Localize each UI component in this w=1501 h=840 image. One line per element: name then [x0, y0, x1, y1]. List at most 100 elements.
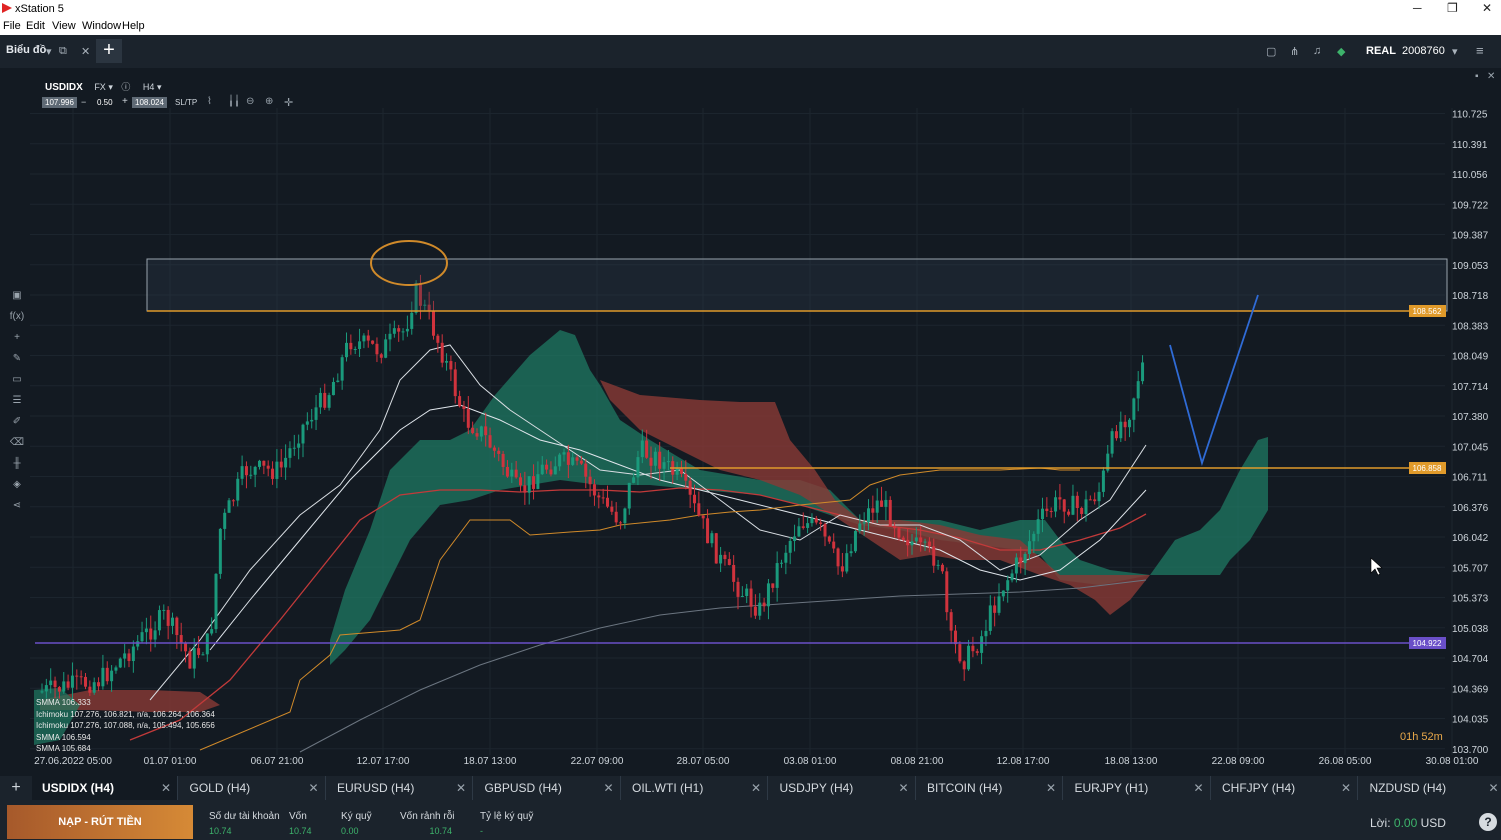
- bell-icon[interactable]: ♫: [1313, 45, 1322, 57]
- function-icon[interactable]: f(x): [9, 311, 25, 322]
- symbol-name[interactable]: USDIDX: [45, 82, 83, 93]
- eraser-icon[interactable]: ⌫: [9, 437, 25, 448]
- candle-body: [1019, 557, 1023, 564]
- candle-body: [218, 528, 222, 574]
- dropdown-icon[interactable]: ▾: [46, 46, 52, 58]
- chart-menu-icon[interactable]: ▪: [1475, 71, 1479, 82]
- candles-icon[interactable]: ╽╽: [228, 96, 241, 107]
- close-tab-icon[interactable]: ✕: [81, 46, 91, 58]
- chart-close-icon[interactable]: ✕: [1487, 71, 1496, 82]
- menu-file[interactable]: File: [3, 20, 21, 32]
- candle-body: [475, 433, 479, 437]
- close-tab-icon[interactable]: ✕: [1340, 781, 1351, 795]
- add-tab-button[interactable]: +: [11, 779, 21, 796]
- tab-charts[interactable]: Biểu đồ: [6, 44, 47, 56]
- layout-icon[interactable]: ▢: [1266, 46, 1277, 58]
- crosshair-tool-icon[interactable]: +: [14, 332, 20, 343]
- legend-item[interactable]: SMMA 105.684: [36, 744, 91, 753]
- account-dropdown-icon[interactable]: ▾: [1452, 46, 1458, 58]
- close-tab-icon[interactable]: ✕: [1045, 781, 1056, 795]
- account-id[interactable]: 2008760: [1402, 45, 1445, 57]
- margin-value: 0.00: [341, 826, 359, 836]
- chart-area[interactable]: 108.562 106.858 104.922 110.725 110.391 110.…: [0, 68, 1501, 773]
- ask-price[interactable]: 108.024: [132, 97, 167, 108]
- type-dropdown-icon[interactable]: ▾: [108, 82, 113, 92]
- close-tab-icon[interactable]: ✕: [160, 781, 171, 795]
- sltp-button[interactable]: SL/TP: [175, 98, 198, 107]
- close-tab-icon[interactable]: ✕: [1193, 781, 1204, 795]
- symbol-tab[interactable]: GOLD (H4) ✕: [180, 776, 326, 800]
- candle-body: [797, 526, 801, 537]
- time-tick-label: 18.07 13:00: [464, 756, 517, 767]
- signal-icon[interactable]: ⋔: [1290, 46, 1300, 58]
- add-workspace-button[interactable]: +: [96, 39, 122, 63]
- candle-body: [1132, 398, 1136, 420]
- close-tab-icon[interactable]: ✕: [1488, 781, 1499, 795]
- close-tab-icon[interactable]: ✕: [603, 781, 614, 795]
- candle-body: [745, 588, 749, 596]
- symbol-tab[interactable]: OIL.WTI (H1) ✕: [622, 776, 768, 800]
- symbol-tab[interactable]: CHFJPY (H4) ✕: [1212, 776, 1358, 800]
- menu-help[interactable]: Help: [122, 20, 145, 32]
- legend-item[interactable]: SMMA 106.594: [36, 732, 91, 742]
- zoom-in-icon[interactable]: ⊕: [265, 96, 274, 107]
- close-icon[interactable]: ✕: [1482, 1, 1493, 15]
- legend-item[interactable]: Ichimoku 107.276, 107.088, n/a, 105.494,…: [36, 721, 215, 730]
- line-chart-icon[interactable]: ⌇: [207, 96, 212, 107]
- price-tick-label: 106.042: [1452, 533, 1489, 544]
- bid-price[interactable]: 107.996: [42, 97, 77, 108]
- close-tab-icon[interactable]: ✕: [898, 781, 909, 795]
- symbol-tab[interactable]: NZDUSD (H4) ✕: [1360, 776, 1501, 800]
- menu-window[interactable]: Window: [82, 20, 122, 32]
- volume-plus-button[interactable]: +: [122, 96, 128, 107]
- volume-value[interactable]: 0.50: [97, 98, 113, 107]
- share-icon[interactable]: ⋖: [12, 500, 22, 511]
- hamburger-menu-icon[interactable]: ≡: [1476, 43, 1484, 58]
- maximize-icon[interactable]: ❐: [1447, 1, 1458, 15]
- close-tab-icon[interactable]: ✕: [455, 781, 466, 795]
- volume-minus-button[interactable]: −: [81, 97, 87, 107]
- candle-body: [849, 551, 853, 554]
- candle-body: [923, 541, 927, 543]
- crosshair-icon[interactable]: ✛: [284, 97, 294, 109]
- minimize-icon[interactable]: ─: [1413, 1, 1422, 15]
- time-tick-label: 06.07 21:00: [251, 756, 304, 767]
- rectangle-icon[interactable]: ▭: [12, 374, 22, 385]
- fibonacci-icon[interactable]: ☰: [12, 395, 22, 406]
- candle-body: [440, 342, 444, 363]
- deposit-withdraw-button[interactable]: NẠP - RÚT TIỀN: [7, 805, 193, 839]
- indicator-lines: [129, 344, 1147, 753]
- symbol-tab[interactable]: GBPUSD (H4) ✕: [475, 776, 621, 800]
- pencil-icon[interactable]: ✎: [12, 353, 22, 364]
- timeframe[interactable]: H4: [142, 82, 155, 92]
- close-tab-icon[interactable]: ✕: [308, 781, 319, 795]
- menu-view[interactable]: View: [52, 20, 76, 32]
- popout-icon[interactable]: ⧉: [59, 45, 67, 57]
- comment-icon[interactable]: ▣: [12, 290, 22, 301]
- close-tab-icon[interactable]: ✕: [750, 781, 761, 795]
- layers-icon[interactable]: ◈: [13, 479, 21, 490]
- legend-item[interactable]: SMMA 106.333: [36, 698, 91, 707]
- symbol-tab[interactable]: EURJPY (H1) ✕: [1065, 776, 1211, 800]
- help-button[interactable]: ?: [1479, 813, 1497, 831]
- resistance-price-label-bg: [1409, 305, 1446, 317]
- resistance-price-label: 108.562: [1413, 307, 1442, 316]
- zoom-out-icon[interactable]: ⊖: [246, 96, 255, 107]
- symbol-type[interactable]: FX: [94, 82, 106, 92]
- timeframe-dropdown-icon[interactable]: ▾: [156, 82, 162, 92]
- symbol-tab[interactable]: EURUSD (H4) ✕: [327, 776, 473, 800]
- brush-icon[interactable]: ✐: [12, 416, 22, 427]
- symbol-tab[interactable]: BITCOIN (H4) ✕: [917, 776, 1063, 800]
- indicator-icon[interactable]: ╫: [13, 458, 21, 469]
- legend-item[interactable]: Ichimoku 107.276, 106.821, n/a, 106.264,…: [36, 709, 215, 719]
- symbol-tab[interactable]: USDIDX (H4) ✕: [32, 776, 178, 800]
- candle-body: [740, 595, 744, 597]
- symbol-tab[interactable]: USDJPY (H4) ✕: [770, 776, 916, 800]
- info-icon[interactable]: ⓘ: [121, 82, 131, 92]
- menu-edit[interactable]: Edit: [26, 20, 45, 32]
- candle-body: [545, 464, 549, 470]
- candle-body: [205, 633, 209, 655]
- candle-body: [788, 540, 792, 553]
- candle-body: [988, 605, 992, 631]
